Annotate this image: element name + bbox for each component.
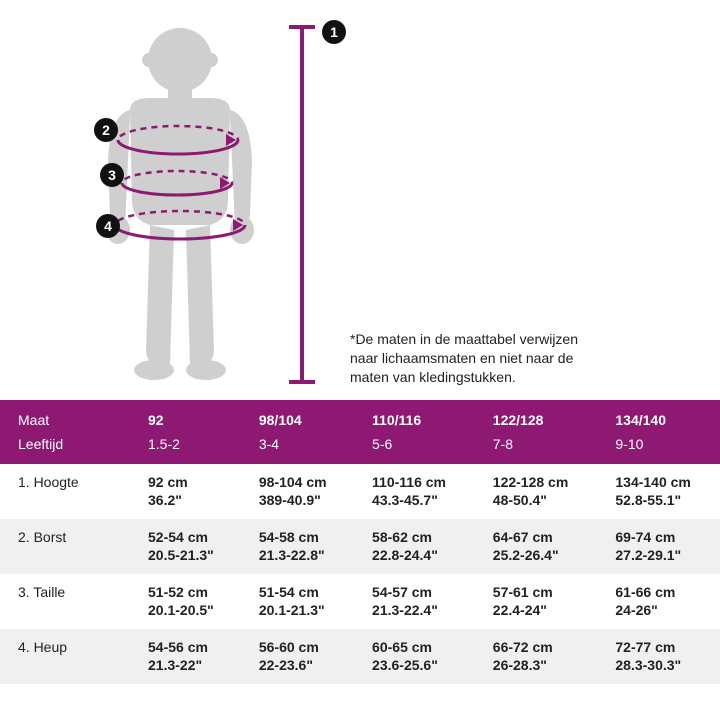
cell-cm: 66-72 cm bbox=[493, 639, 553, 655]
cell-in: 20.1-21.3" bbox=[259, 602, 325, 618]
note-line-3: maten van kledingstukken. bbox=[350, 369, 516, 385]
age-col-1: 3-4 bbox=[241, 432, 354, 464]
cell-in: 24-26" bbox=[615, 602, 657, 618]
cell-cm: 58-62 cm bbox=[372, 529, 432, 545]
cell: 60-65 cm 23.6-25.6" bbox=[354, 629, 475, 684]
size-col-3: 122/128 bbox=[475, 400, 598, 432]
cell-in: 52.8-55.1" bbox=[615, 492, 681, 508]
row-label: 2. Borst bbox=[0, 519, 130, 574]
waist-measure-ring bbox=[112, 165, 242, 201]
cell-in: 43.3-45.7" bbox=[372, 492, 438, 508]
measurement-diagram: 1 2 3 4 *De maten in de maattabel verwij… bbox=[0, 0, 720, 400]
cell-in: 25.2-26.4" bbox=[493, 547, 559, 563]
cell-in: 22.8-24.4" bbox=[372, 547, 438, 563]
age-col-3: 7-8 bbox=[475, 432, 598, 464]
cell: 51-52 cm 20.1-20.5" bbox=[130, 574, 241, 629]
cell-cm: 72-77 cm bbox=[615, 639, 675, 655]
cell-in: 21.3-22.8" bbox=[259, 547, 325, 563]
cell: 58-62 cm 22.8-24.4" bbox=[354, 519, 475, 574]
cell-cm: 64-67 cm bbox=[493, 529, 553, 545]
cell-in: 48-50.4" bbox=[493, 492, 547, 508]
cell-in: 21.3-22" bbox=[148, 657, 202, 673]
cell: 57-61 cm 22.4-24" bbox=[475, 574, 598, 629]
row-label: 4. Heup bbox=[0, 629, 130, 684]
badge-2: 2 bbox=[94, 118, 118, 142]
cell-in: 20.1-20.5" bbox=[148, 602, 214, 618]
badge-3: 3 bbox=[100, 163, 124, 187]
age-col-0: 1.5-2 bbox=[130, 432, 241, 464]
cell: 69-74 cm 27.2-29.1" bbox=[597, 519, 720, 574]
size-table-body: 1. Hoogte 92 cm 36.2" 98-104 cm 389-40.9" 110… bbox=[0, 464, 720, 684]
chest-measure-ring bbox=[108, 120, 248, 160]
row-label: 3. Taille bbox=[0, 574, 130, 629]
cell: 54-56 cm 21.3-22" bbox=[130, 629, 241, 684]
cell: 54-57 cm 21.3-22.4" bbox=[354, 574, 475, 629]
size-col-1: 98/104 bbox=[241, 400, 354, 432]
badge-4: 4 bbox=[96, 214, 120, 238]
cell-in: 21.3-22.4" bbox=[372, 602, 438, 618]
cell: 66-72 cm 26-28.3" bbox=[475, 629, 598, 684]
header-leeftijd-label: Leeftijd bbox=[0, 432, 130, 464]
hip-measure-ring bbox=[105, 205, 255, 245]
cell-in: 36.2" bbox=[148, 492, 182, 508]
table-row: 4. Heup 54-56 cm 21.3-22" 56-60 cm 22-23.6" 6… bbox=[0, 629, 720, 684]
cell: 98-104 cm 389-40.9" bbox=[241, 464, 354, 519]
cell-cm: 51-54 cm bbox=[259, 584, 319, 600]
cell-in: 26-28.3" bbox=[493, 657, 547, 673]
cell-in: 22-23.6" bbox=[259, 657, 313, 673]
row-label: 1. Hoogte bbox=[0, 464, 130, 519]
cell-cm: 51-52 cm bbox=[148, 584, 208, 600]
cell: 52-54 cm 20.5-21.3" bbox=[130, 519, 241, 574]
sizing-note: *De maten in de maattabel verwijzen naar… bbox=[350, 330, 670, 387]
cell-cm: 69-74 cm bbox=[615, 529, 675, 545]
cell: 51-54 cm 20.1-21.3" bbox=[241, 574, 354, 629]
age-col-4: 9-10 bbox=[597, 432, 720, 464]
cell-in: 28.3-30.3" bbox=[615, 657, 681, 673]
badge-1: 1 bbox=[322, 20, 346, 44]
cell: 122-128 cm 48-50.4" bbox=[475, 464, 598, 519]
table-row: 1. Hoogte 92 cm 36.2" 98-104 cm 389-40.9" 110… bbox=[0, 464, 720, 519]
header-maat-label: Maat bbox=[0, 400, 130, 432]
table-row: 2. Borst 52-54 cm 20.5-21.3" 54-58 cm 21.3-2… bbox=[0, 519, 720, 574]
size-chart-table: Maat 92 98/104 110/116 122/128 134/140 L… bbox=[0, 400, 720, 684]
cell: 56-60 cm 22-23.6" bbox=[241, 629, 354, 684]
cell-in: 27.2-29.1" bbox=[615, 547, 681, 563]
cell: 72-77 cm 28.3-30.3" bbox=[597, 629, 720, 684]
cell: 110-116 cm 43.3-45.7" bbox=[354, 464, 475, 519]
cell: 64-67 cm 25.2-26.4" bbox=[475, 519, 598, 574]
cell-cm: 54-58 cm bbox=[259, 529, 319, 545]
cell-cm: 98-104 cm bbox=[259, 474, 327, 490]
size-col-2: 110/116 bbox=[354, 400, 475, 432]
cell-cm: 110-116 cm bbox=[372, 474, 446, 490]
cell-cm: 54-57 cm bbox=[372, 584, 432, 600]
cell-cm: 52-54 cm bbox=[148, 529, 208, 545]
cell-cm: 134-140 cm bbox=[615, 474, 691, 490]
header-row-size: Maat 92 98/104 110/116 122/128 134/140 bbox=[0, 400, 720, 432]
cell-cm: 61-66 cm bbox=[615, 584, 675, 600]
cell: 54-58 cm 21.3-22.8" bbox=[241, 519, 354, 574]
cell: 134-140 cm 52.8-55.1" bbox=[597, 464, 720, 519]
cell-in: 20.5-21.3" bbox=[148, 547, 214, 563]
cell-cm: 122-128 cm bbox=[493, 474, 569, 490]
age-col-2: 5-6 bbox=[354, 432, 475, 464]
size-col-0: 92 bbox=[130, 400, 241, 432]
size-col-4: 134/140 bbox=[597, 400, 720, 432]
cell: 61-66 cm 24-26" bbox=[597, 574, 720, 629]
cell-in: 22.4-24" bbox=[493, 602, 547, 618]
cell-in: 23.6-25.6" bbox=[372, 657, 438, 673]
cell-cm: 60-65 cm bbox=[372, 639, 432, 655]
cell-cm: 92 cm bbox=[148, 474, 188, 490]
cell-cm: 57-61 cm bbox=[493, 584, 553, 600]
header-row-age: Leeftijd 1.5-2 3-4 5-6 7-8 9-10 bbox=[0, 432, 720, 464]
note-line-2: naar lichaamsmaten en niet naar de bbox=[350, 350, 573, 366]
note-line-1: *De maten in de maattabel verwijzen bbox=[350, 331, 578, 347]
cell-in: 389-40.9" bbox=[259, 492, 321, 508]
cell: 92 cm 36.2" bbox=[130, 464, 241, 519]
cell-cm: 56-60 cm bbox=[259, 639, 319, 655]
cell-cm: 54-56 cm bbox=[148, 639, 208, 655]
table-row: 3. Taille 51-52 cm 20.1-20.5" 51-54 cm 20.1-… bbox=[0, 574, 720, 629]
